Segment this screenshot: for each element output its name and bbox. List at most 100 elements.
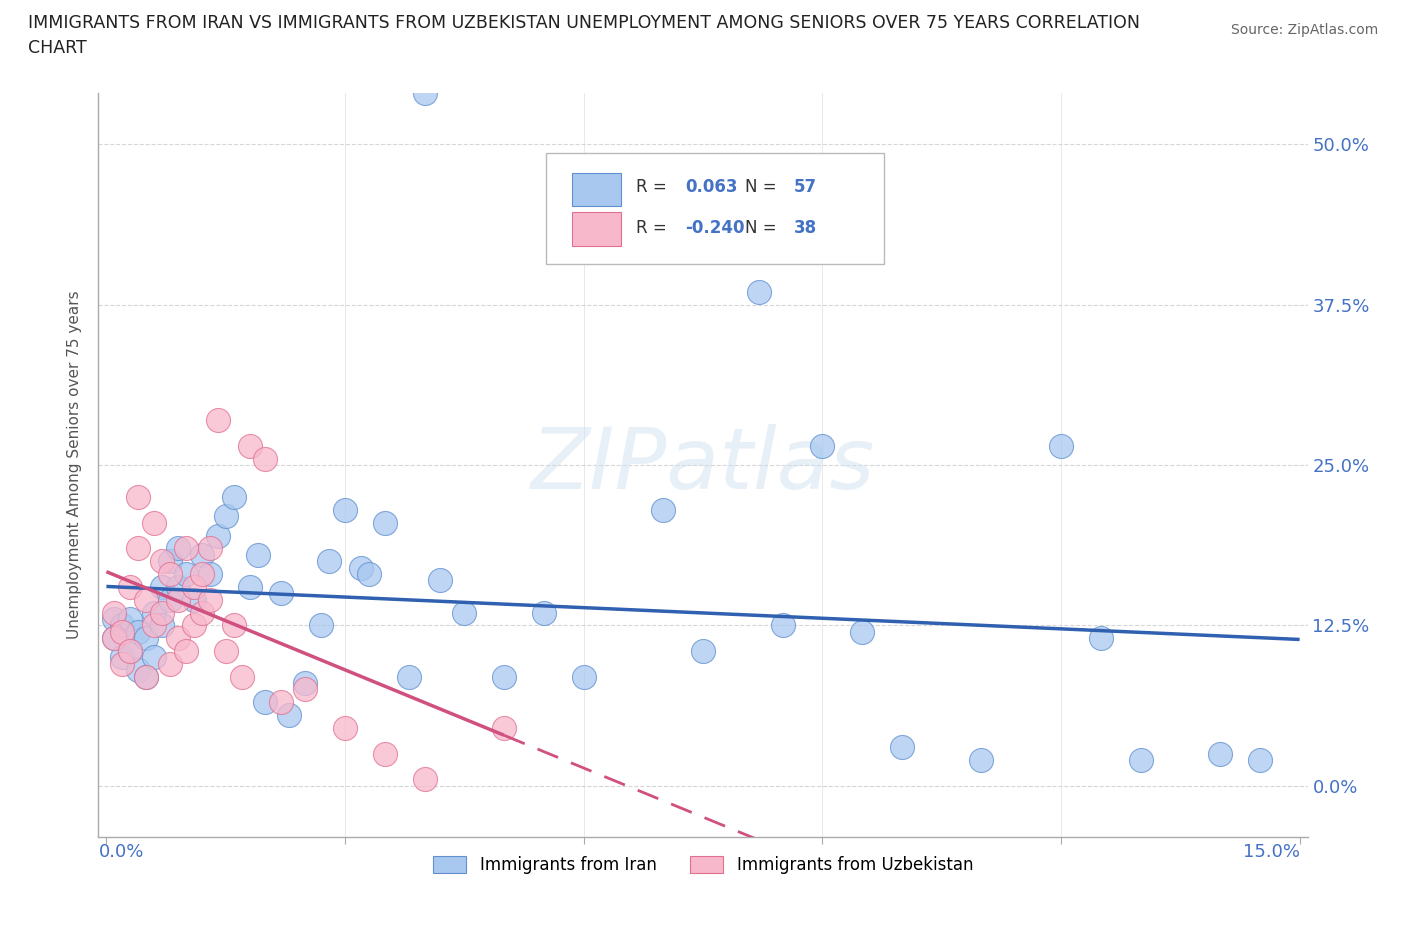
Text: 0.0%: 0.0% <box>98 844 143 861</box>
FancyBboxPatch shape <box>572 173 621 206</box>
Point <box>374 746 396 761</box>
Point <box>294 675 316 690</box>
Point <box>246 548 269 563</box>
Point <box>357 566 380 581</box>
Point <box>398 670 420 684</box>
Text: ZIPatlas: ZIPatlas <box>531 423 875 507</box>
Point <box>318 553 340 568</box>
Point <box>127 489 149 504</box>
Point <box>494 670 516 684</box>
Point <box>167 579 190 594</box>
Point <box>222 618 245 632</box>
Text: R =: R = <box>637 219 672 237</box>
Point <box>1090 631 1112 645</box>
Point <box>652 502 675 517</box>
Point <box>207 528 229 543</box>
Point <box>215 644 238 658</box>
Point <box>413 772 436 787</box>
Text: N =: N = <box>745 179 782 196</box>
FancyBboxPatch shape <box>572 212 621 246</box>
Point <box>127 663 149 678</box>
Text: 0.063: 0.063 <box>685 179 737 196</box>
Point <box>127 541 149 556</box>
Point <box>1050 438 1073 453</box>
Point <box>183 592 205 607</box>
Point <box>143 650 166 665</box>
Point <box>350 560 373 575</box>
Point <box>174 566 197 581</box>
Point <box>150 605 173 620</box>
Point <box>333 721 356 736</box>
Point <box>167 631 190 645</box>
Point <box>111 657 134 671</box>
Point <box>183 579 205 594</box>
Point <box>453 605 475 620</box>
Point <box>159 553 181 568</box>
Point <box>772 618 794 632</box>
Point <box>374 515 396 530</box>
Point <box>494 721 516 736</box>
Point <box>111 650 134 665</box>
Point <box>692 644 714 658</box>
Point <box>135 592 157 607</box>
Point <box>120 612 142 627</box>
Point <box>135 631 157 645</box>
Point <box>191 605 214 620</box>
Text: Source: ZipAtlas.com: Source: ZipAtlas.com <box>1230 23 1378 37</box>
Point <box>150 579 173 594</box>
Point <box>103 612 125 627</box>
Text: CHART: CHART <box>28 39 87 57</box>
Text: 15.0%: 15.0% <box>1243 844 1299 861</box>
Point <box>270 695 292 710</box>
Point <box>198 541 221 556</box>
Point <box>159 592 181 607</box>
Text: 38: 38 <box>793 219 817 237</box>
Point <box>1209 746 1232 761</box>
Point <box>135 670 157 684</box>
Point <box>294 682 316 697</box>
Point <box>1129 752 1152 767</box>
Text: N =: N = <box>745 219 782 237</box>
Point <box>533 605 555 620</box>
Point <box>970 752 993 767</box>
Legend: Immigrants from Iran, Immigrants from Uzbekistan: Immigrants from Iran, Immigrants from Uz… <box>426 849 980 881</box>
Point <box>207 413 229 428</box>
Point <box>239 579 262 594</box>
Point <box>1249 752 1271 767</box>
Point <box>215 509 238 524</box>
Text: IMMIGRANTS FROM IRAN VS IMMIGRANTS FROM UZBEKISTAN UNEMPLOYMENT AMONG SENIORS OV: IMMIGRANTS FROM IRAN VS IMMIGRANTS FROM … <box>28 14 1140 32</box>
Point <box>198 566 221 581</box>
Point <box>103 631 125 645</box>
Point <box>159 566 181 581</box>
Point <box>333 502 356 517</box>
Text: -0.240: -0.240 <box>685 219 744 237</box>
Point <box>270 586 292 601</box>
Point <box>278 708 301 723</box>
Point <box>174 541 197 556</box>
Point <box>198 592 221 607</box>
Point <box>103 605 125 620</box>
Point <box>174 644 197 658</box>
Point <box>183 618 205 632</box>
Point <box>127 624 149 639</box>
Point <box>191 566 214 581</box>
Point <box>120 579 142 594</box>
Point <box>143 605 166 620</box>
Point <box>167 541 190 556</box>
Point <box>143 618 166 632</box>
Point <box>150 618 173 632</box>
Point <box>103 631 125 645</box>
Point <box>429 573 451 588</box>
Text: R =: R = <box>637 179 672 196</box>
Point <box>748 285 770 299</box>
FancyBboxPatch shape <box>546 153 884 264</box>
Point <box>120 644 142 658</box>
Point <box>239 438 262 453</box>
Point <box>143 515 166 530</box>
Point <box>135 670 157 684</box>
Point <box>150 553 173 568</box>
Y-axis label: Unemployment Among Seniors over 75 years: Unemployment Among Seniors over 75 years <box>67 291 83 639</box>
Point <box>231 670 253 684</box>
Point <box>309 618 332 632</box>
Point <box>111 618 134 632</box>
